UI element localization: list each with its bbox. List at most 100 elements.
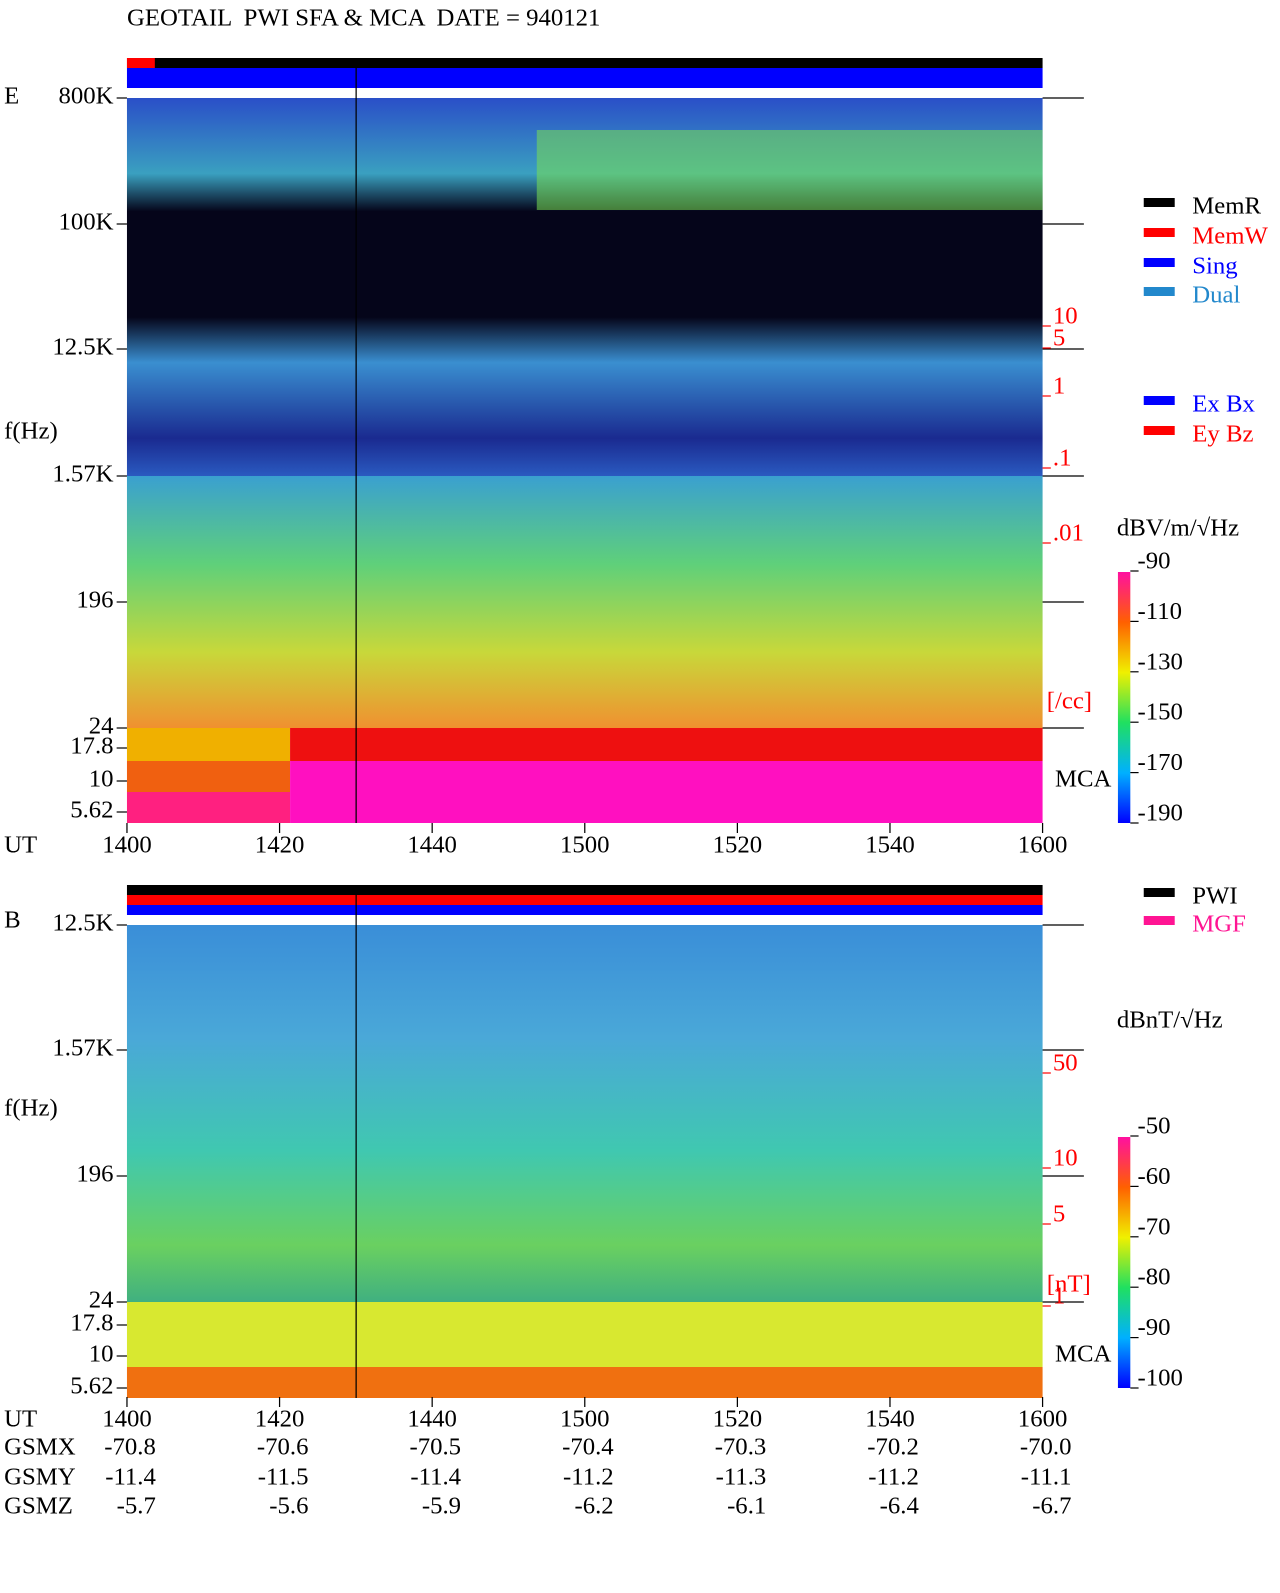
legend-label: Ex Bx [1192, 391, 1255, 418]
orbit-value: -11.1 [1021, 1464, 1072, 1491]
legend-swatch [1143, 287, 1175, 296]
time-tick-label: 1420 [255, 832, 305, 859]
colorbar-tick-label: -110 [1138, 598, 1182, 625]
orbit-value: -11.4 [105, 1464, 156, 1491]
orbit-value: -11.2 [563, 1464, 614, 1491]
colorbar-unit: dBV/m/√Hz [1117, 515, 1239, 542]
legend-swatch [1143, 888, 1175, 897]
legend-label: MemR [1192, 193, 1262, 220]
frequency-tick-label: 800K [59, 83, 114, 110]
colorbar [1117, 572, 1131, 823]
frequency-tick-label: 1.57K [52, 461, 114, 488]
frequency-tick-label: 5.62 [70, 1373, 113, 1400]
density-unit: [/cc] [1047, 688, 1092, 715]
density-unit: [nT] [1047, 1271, 1091, 1298]
frequency-tick-label: 24 [89, 1287, 114, 1314]
legend-label: Dual [1192, 282, 1240, 309]
orbit-value: -70.0 [1020, 1434, 1072, 1461]
legend-label: Ey Bz [1192, 421, 1253, 448]
frequency-tick-label: 24 [89, 713, 114, 740]
frequency-tick-label: 100K [59, 209, 114, 236]
legend-label: MemW [1192, 223, 1268, 250]
orbit-value: -6.7 [1032, 1493, 1071, 1520]
orbit-name: GSMZ [4, 1493, 73, 1520]
y-axis-label: f(Hz) [4, 418, 58, 445]
time-tick-label: 1600 [1018, 1406, 1068, 1433]
colorbar-tick-label: -150 [1138, 699, 1183, 726]
colorbar-tick-label: -70 [1138, 1214, 1171, 1241]
title: GEOTAIL PWI SFA & MCA DATE = 940121 [127, 5, 600, 32]
time-tick-label: 1600 [1018, 832, 1068, 859]
legend-swatch [1143, 228, 1175, 237]
time-tick-label: 1520 [713, 832, 763, 859]
frequency-tick-label: 1.57K [52, 1035, 114, 1062]
colorbar-tick-label: -190 [1138, 800, 1183, 827]
density-tick-label: .01 [1053, 520, 1084, 547]
legend-label: PWI [1192, 883, 1237, 910]
colorbar-tick-label: -80 [1138, 1264, 1171, 1291]
frequency-tick-label: 12.5K [52, 910, 114, 937]
frequency-tick-label: 196 [76, 587, 113, 614]
orbit-value: -70.2 [867, 1434, 919, 1461]
y-axis-label: f(Hz) [4, 1095, 58, 1122]
legend-label: MGF [1192, 911, 1246, 938]
time-tick-label: 1500 [560, 832, 610, 859]
colorbar [1117, 1137, 1131, 1388]
orbit-value: -5.7 [117, 1493, 156, 1520]
frequency-tick-label: 17.8 [70, 1310, 113, 1337]
frequency-tick-label: 12.5K [52, 334, 114, 361]
frequency-tick-label: 10 [89, 766, 114, 793]
density-tick-label: 5 [1053, 1201, 1065, 1228]
orbit-value: -11.4 [410, 1464, 461, 1491]
panel-label: B [4, 907, 21, 934]
orbit-value: -11.2 [868, 1464, 919, 1491]
orbit-name: GSMX [4, 1434, 76, 1461]
time-tick-label: 1520 [713, 1406, 763, 1433]
time-tick-label: 1420 [255, 1406, 305, 1433]
frequency-tick-label: 10 [89, 1341, 114, 1368]
density-tick-label: 10 [1053, 303, 1078, 330]
x-axis-label: UT [4, 832, 37, 859]
time-tick-label: 1400 [102, 832, 152, 859]
orbit-value: -6.1 [727, 1493, 766, 1520]
density-tick-label: 1 [1053, 373, 1065, 400]
colorbar-tick-label: -90 [1138, 548, 1171, 575]
colorbar-tick-label: -90 [1138, 1314, 1171, 1341]
orbit-value: -70.4 [562, 1434, 614, 1461]
density-tick-label: 1 [1053, 1283, 1065, 1310]
colorbar-tick-label: -60 [1138, 1163, 1171, 1190]
density-tick-label: 10 [1053, 1145, 1078, 1172]
orbit-value: -70.6 [257, 1434, 309, 1461]
time-tick-label: 1440 [407, 1406, 457, 1433]
colorbar-tick-label: -170 [1138, 749, 1183, 776]
orbit-value: -11.3 [716, 1464, 767, 1491]
orbit-name: GSMY [4, 1464, 76, 1491]
panel-label: E [4, 83, 19, 110]
colorbar-tick-label: -130 [1138, 649, 1183, 676]
orbit-value: -11.5 [258, 1464, 309, 1491]
legend-swatch [1143, 258, 1175, 267]
frequency-tick-label: 17.8 [70, 733, 113, 760]
frequency-tick-label: 196 [76, 1161, 113, 1188]
time-tick-label: 1500 [560, 1406, 610, 1433]
frequency-tick-label: 5.62 [70, 797, 113, 824]
legend-swatch [1143, 916, 1175, 925]
orbit-value: -5.6 [269, 1493, 308, 1520]
legend-swatch [1143, 396, 1175, 405]
orbit-value: -6.4 [880, 1493, 919, 1520]
colorbar-tick-label: -50 [1138, 1113, 1171, 1140]
time-tick-label: 1540 [865, 832, 915, 859]
orbit-value: -70.5 [409, 1434, 461, 1461]
colorbar-tick-label: -100 [1138, 1365, 1183, 1392]
panel-b-spectrogram [126, 885, 1043, 1398]
panel-e-spectrogram [126, 58, 1043, 823]
density-tick-label: 5 [1053, 325, 1065, 352]
colorbar-unit: dBnT/√Hz [1117, 1007, 1223, 1034]
legend-swatch [1143, 198, 1175, 207]
legend-swatch [1143, 426, 1175, 435]
time-tick-label: 1540 [865, 1406, 915, 1433]
mca-label: MCA [1055, 1341, 1112, 1368]
mca-label: MCA [1055, 766, 1112, 793]
orbit-value: -5.9 [422, 1493, 461, 1520]
